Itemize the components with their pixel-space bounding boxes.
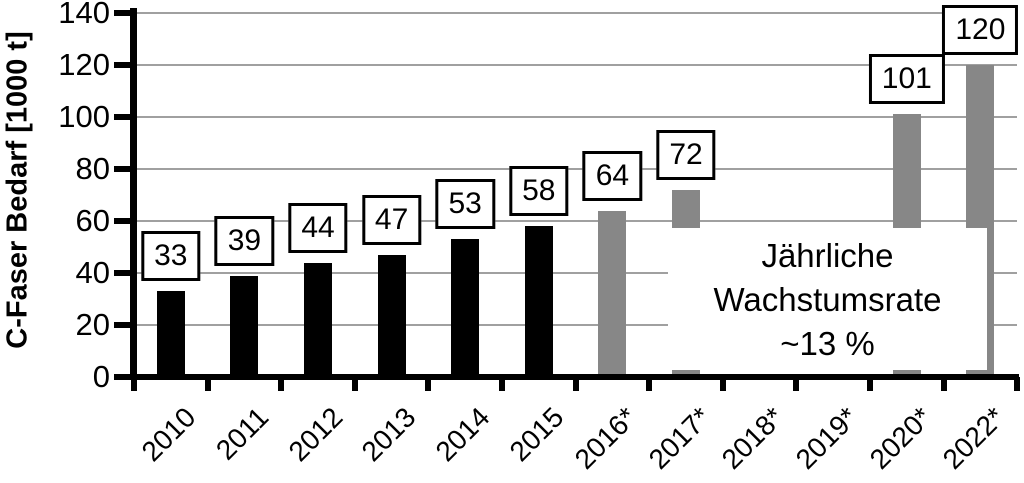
y-axis-tick-label: 80 — [75, 151, 110, 186]
gridline-140 — [133, 12, 1017, 14]
value-label-2014: 53 — [435, 179, 495, 230]
y-axis-tick — [114, 166, 131, 172]
x-axis-tick — [204, 377, 211, 391]
x-axis-tick — [425, 377, 432, 391]
bar-2013 — [377, 254, 406, 377]
y-axis-line — [130, 8, 137, 380]
value-label-2022*: 120 — [942, 5, 1019, 55]
gridline-60 — [133, 220, 1017, 222]
annotation-line-2: Wachstumsrate — [713, 281, 942, 318]
value-label-2017*: 72 — [656, 129, 716, 180]
y-axis-tick-label: 120 — [58, 47, 110, 82]
x-axis-tick — [131, 377, 137, 391]
gridline-20 — [133, 324, 1017, 326]
value-label-2015: 58 — [509, 166, 569, 217]
annotation-line-1: Jährliche — [761, 237, 894, 274]
gridline-120 — [133, 64, 1017, 66]
x-axis-tick-label-2017: 2017* — [642, 401, 717, 475]
x-axis-tick-label-2016: 2016* — [568, 401, 643, 475]
x-axis-tick — [793, 377, 800, 391]
y-axis-tick-label: 140 — [58, 0, 110, 30]
x-axis-tick — [867, 377, 873, 391]
x-axis-tick-label-2014: 2014 — [429, 401, 496, 468]
x-axis-tick — [278, 377, 285, 391]
gridline-80 — [133, 168, 1017, 170]
y-axis-tick-label: 100 — [58, 99, 110, 134]
annotation-line-3: ~13 % — [780, 325, 875, 362]
x-axis-tick — [646, 377, 653, 391]
bar-2011 — [230, 275, 259, 377]
bar-2015 — [524, 226, 553, 377]
y-axis-tick — [114, 374, 131, 380]
x-axis-tick — [940, 377, 947, 391]
gridline-100 — [133, 116, 1017, 118]
growth-rate-annotation: Jährliche Wachstumsrate ~13 % — [668, 228, 987, 370]
x-axis-tick — [499, 377, 505, 391]
bar-2012 — [304, 262, 332, 377]
x-axis-tick — [719, 377, 726, 391]
y-axis-tick-label: 40 — [75, 255, 110, 290]
value-label-2013: 47 — [361, 194, 422, 245]
value-label-2020*: 101 — [868, 54, 945, 105]
y-axis-tick-label: 20 — [75, 307, 110, 342]
y-axis-tick — [114, 270, 131, 276]
y-axis-tick-label: 60 — [75, 203, 110, 238]
x-axis-tick-label-2010: 2010 — [135, 401, 202, 468]
x-axis-tick-label-2011: 2011 — [210, 401, 275, 466]
gridline-40 — [133, 272, 1017, 274]
bar-2010 — [156, 291, 185, 377]
value-label-2016*: 64 — [582, 150, 643, 201]
x-axis-tick — [351, 377, 358, 391]
bar-2016* — [598, 210, 627, 377]
x-axis-tick-label-2015: 2015 — [503, 401, 570, 468]
y-axis-tick — [114, 218, 131, 224]
x-axis-tick-label-2012: 2012 — [282, 401, 349, 468]
x-axis-tick — [1014, 377, 1021, 391]
x-axis-tick — [572, 377, 579, 391]
value-label-2012: 44 — [288, 202, 348, 253]
y-axis-tick — [114, 62, 131, 68]
value-label-2010: 33 — [141, 231, 201, 282]
y-axis-tick — [114, 10, 131, 16]
bar-2014 — [451, 239, 480, 377]
value-label-2011: 39 — [214, 215, 275, 266]
x-axis-tick-label-2013: 2013 — [355, 401, 422, 468]
y-axis-tick — [114, 114, 131, 120]
y-axis-tick — [114, 322, 131, 328]
x-axis-tick-label-2022: 2022* — [936, 401, 1011, 475]
y-axis-tick-label: 0 — [92, 359, 110, 394]
x-axis-tick-label-2020: 2020* — [863, 401, 938, 475]
x-axis-tick-label-2018: 2018* — [716, 401, 790, 475]
y-axis-title: C-Faser Bedarf [1000 t] — [1, 31, 34, 349]
x-axis-tick-label-2019: 2019* — [789, 401, 864, 475]
